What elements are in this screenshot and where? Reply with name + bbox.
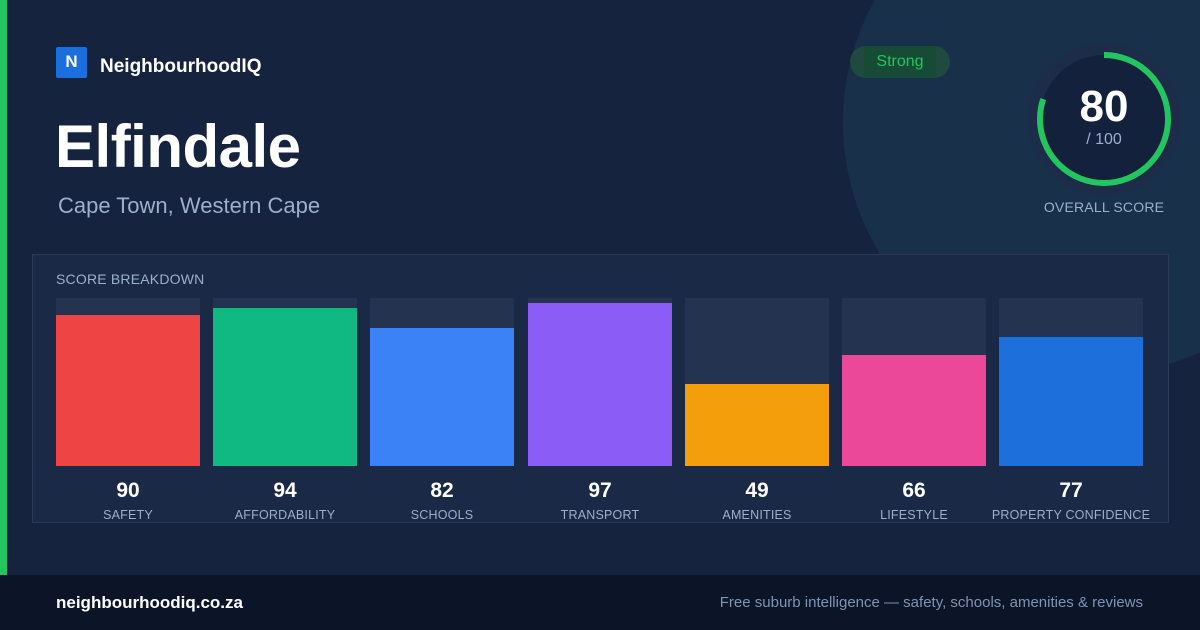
bar-value: 77 bbox=[1059, 479, 1083, 502]
bar-fill bbox=[370, 328, 514, 466]
bar-track bbox=[56, 298, 200, 466]
bar-label: LIFESTYLE bbox=[880, 508, 948, 522]
bar-fill bbox=[999, 337, 1143, 466]
footer-tagline: Free suburb intelligence — safety, schoo… bbox=[719, 594, 1143, 611]
bar-value: 97 bbox=[588, 479, 612, 502]
overall-score-caption: OVERALL SCORE bbox=[1043, 199, 1165, 215]
bar-track bbox=[685, 298, 829, 466]
status-badge: Strong bbox=[850, 46, 950, 78]
score-bar-property-confidence: 77 PROPERTY CONFIDENCE bbox=[992, 298, 1150, 523]
bar-value: 90 bbox=[116, 479, 140, 502]
status-badge-label: Strong bbox=[876, 53, 924, 70]
bar-label: TRANSPORT bbox=[560, 508, 640, 522]
score-breakdown-title: SCORE BREAKDOWN bbox=[56, 271, 205, 287]
suburb-name: Elfindale bbox=[55, 113, 301, 180]
bar-track bbox=[213, 298, 357, 466]
logo-icon: N bbox=[56, 46, 87, 78]
overall-score-value: 80 bbox=[1079, 82, 1129, 131]
accent-bar bbox=[0, 0, 7, 575]
bar-track bbox=[999, 298, 1143, 466]
bar-label: SCHOOLS bbox=[410, 508, 474, 522]
bar-fill bbox=[842, 355, 986, 466]
bar-label: AMENITIES bbox=[722, 508, 792, 522]
score-bar-schools: 82 SCHOOLS bbox=[370, 298, 514, 523]
bar-track bbox=[370, 298, 514, 466]
footer-url[interactable]: neighbourhoodiq.co.za bbox=[56, 593, 243, 612]
bar-value: 82 bbox=[430, 479, 454, 502]
suburb-location: Cape Town, Western Cape bbox=[58, 193, 321, 218]
bar-fill bbox=[528, 303, 672, 466]
score-card: N NeighbourhoodIQ Elfindale Cape Town, W… bbox=[0, 0, 1200, 575]
bar-label: SAFETY bbox=[103, 508, 153, 522]
overall-score-gauge bbox=[1028, 43, 1180, 195]
bar-value: 94 bbox=[273, 479, 297, 502]
score-bar-amenities: 49 AMENITIES bbox=[685, 298, 829, 523]
bar-track bbox=[528, 298, 672, 466]
gauge-ring bbox=[1037, 52, 1171, 186]
bar-fill bbox=[213, 308, 357, 466]
overall-score-denominator: / 100 bbox=[1086, 131, 1122, 148]
bar-label: AFFORDABILITY bbox=[234, 508, 336, 522]
bar-value: 49 bbox=[745, 479, 769, 502]
bar-label: PROPERTY CONFIDENCE bbox=[991, 508, 1151, 522]
brand[interactable]: N NeighbourhoodIQ bbox=[56, 46, 261, 78]
score-bar-lifestyle: 66 LIFESTYLE bbox=[842, 298, 986, 523]
score-bar-transport: 97 TRANSPORT bbox=[528, 298, 672, 523]
footer bbox=[0, 575, 1200, 630]
bar-value: 66 bbox=[902, 479, 926, 502]
badge-highlight bbox=[864, 46, 936, 78]
score-breakdown-bars: 90 SAFETY 94 AFFORDABILITY 82 SCHOOLS 97 TRANSP… bbox=[56, 298, 1150, 523]
gauge-inner bbox=[1040, 55, 1168, 183]
score-bar-affordability: 94 AFFORDABILITY bbox=[213, 298, 357, 523]
score-bar-safety: 90 SAFETY bbox=[56, 298, 200, 523]
bar-track bbox=[842, 298, 986, 466]
bar-fill bbox=[56, 315, 200, 466]
bar-fill bbox=[685, 384, 829, 466]
brand-name: NeighbourhoodIQ bbox=[100, 56, 262, 77]
